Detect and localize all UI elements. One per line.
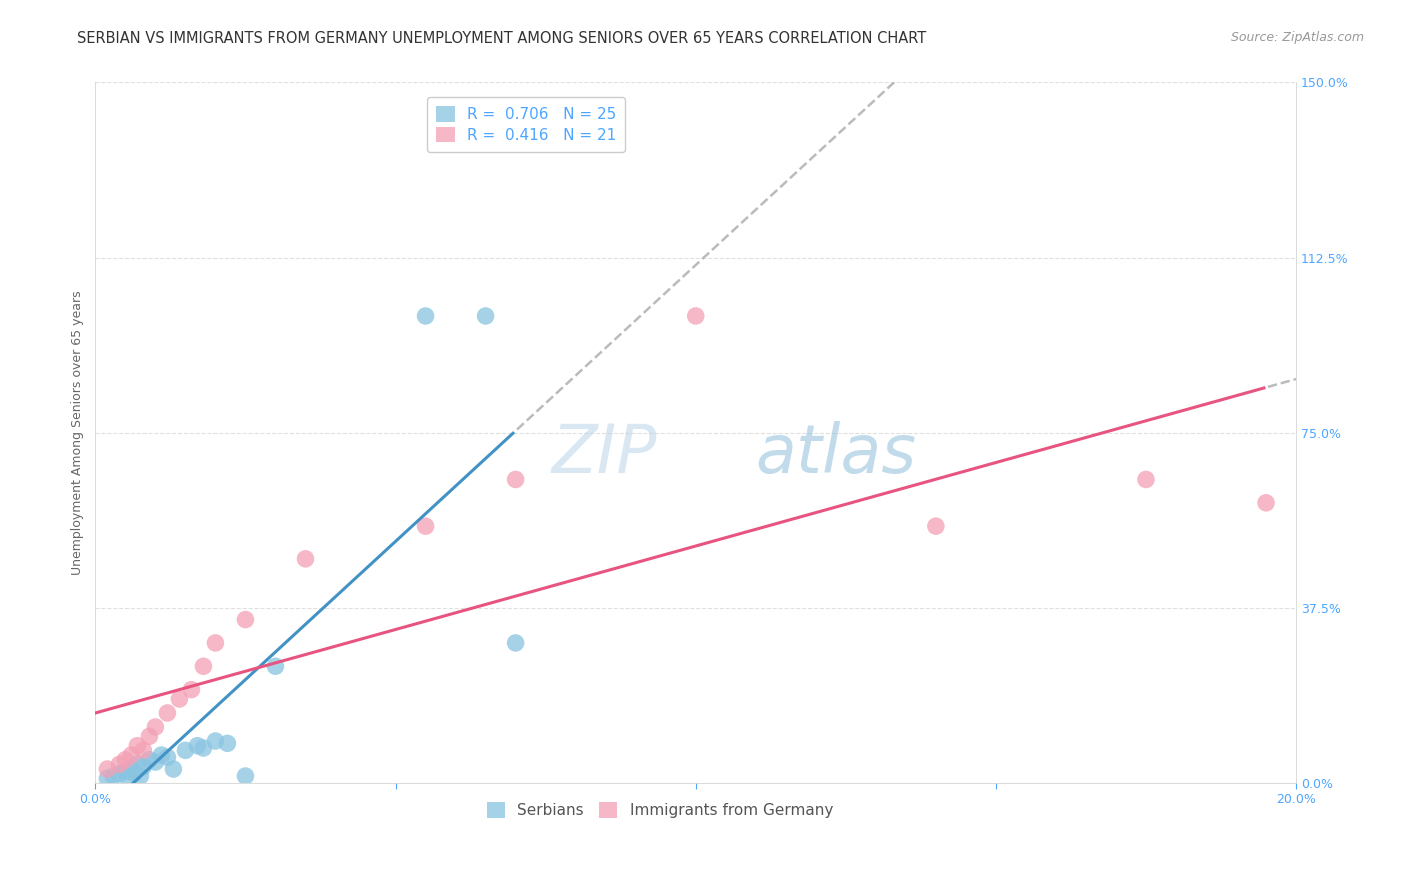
Point [235,769,257,783]
Point [120,747,142,762]
Point [150,747,173,762]
Point [505,636,527,650]
Point [162,762,184,776]
Point [685,309,707,323]
Point [415,309,437,323]
Point [204,734,226,748]
Point [415,519,437,533]
Point [204,636,226,650]
Text: Source: ZipAtlas.com: Source: ZipAtlas.com [1230,31,1364,45]
Point [145,720,167,734]
Point [156,706,179,720]
Point [1135,472,1157,486]
Text: atlas: atlas [756,421,917,487]
Point [127,757,149,772]
Text: SERBIAN VS IMMIGRANTS FROM GERMANY UNEMPLOYMENT AMONG SENIORS OVER 65 YEARS CORR: SERBIAN VS IMMIGRANTS FROM GERMANY UNEMP… [77,31,927,46]
Point [96,772,118,786]
Point [96,762,118,776]
Point [114,753,136,767]
Point [117,772,139,786]
Point [138,729,160,743]
Point [103,769,125,783]
Point [294,552,316,566]
Legend: Serbians, Immigrants from Germany: Serbians, Immigrants from Germany [481,797,839,824]
Point [474,309,496,323]
Y-axis label: Unemployment Among Seniors over 65 years: Unemployment Among Seniors over 65 years [72,291,84,575]
Point [169,692,191,706]
Point [193,741,215,756]
Point [925,519,948,533]
Point [108,757,131,772]
Point [156,750,179,764]
Point [264,659,287,673]
Point [108,766,131,780]
Point [217,736,239,750]
Point [114,764,136,779]
Point [145,755,167,769]
Point [1254,496,1277,510]
Point [138,753,160,767]
Point [120,762,142,776]
Point [180,682,202,697]
Point [193,659,215,673]
Point [505,472,527,486]
Point [129,769,152,783]
Text: ZIP: ZIP [551,421,657,487]
Point [127,739,149,753]
Point [174,743,197,757]
Point [132,760,155,774]
Point [124,766,146,780]
Point [186,739,208,753]
Point [235,613,257,627]
Point [132,743,155,757]
